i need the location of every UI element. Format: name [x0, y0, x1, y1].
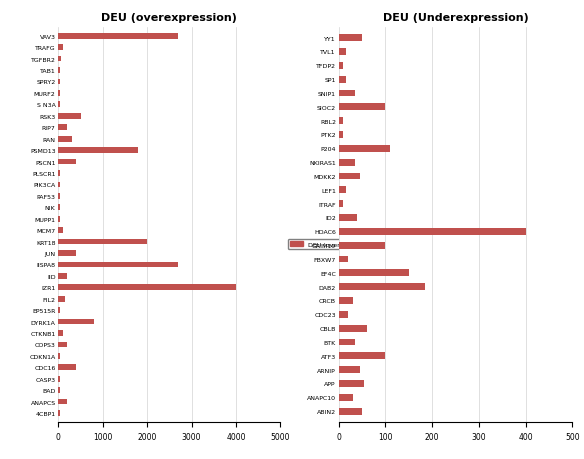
Bar	[58, 342, 67, 347]
Bar	[58, 182, 60, 188]
Bar	[58, 387, 60, 393]
Bar	[339, 366, 360, 373]
Bar	[58, 171, 60, 176]
Bar	[339, 380, 364, 387]
Bar	[58, 399, 67, 404]
Bar	[58, 102, 60, 108]
Bar	[339, 90, 355, 97]
Bar	[339, 408, 362, 414]
Bar	[339, 159, 355, 166]
Bar	[339, 256, 348, 263]
Bar	[339, 229, 526, 235]
Bar	[58, 228, 63, 234]
Bar	[58, 319, 94, 325]
Bar	[58, 262, 178, 268]
Bar	[339, 49, 346, 56]
Bar	[339, 63, 343, 70]
Bar	[339, 35, 362, 42]
Bar	[58, 410, 60, 416]
Bar	[58, 91, 60, 96]
Title: DEU (overexpression): DEU (overexpression)	[102, 13, 237, 22]
Bar	[339, 311, 348, 318]
Bar	[58, 136, 72, 142]
Bar	[339, 104, 385, 111]
Bar	[58, 205, 60, 211]
Legend: DEU (overexpression): DEU (overexpression)	[288, 240, 378, 250]
Bar	[339, 353, 385, 359]
Bar	[58, 79, 60, 85]
Bar	[339, 187, 346, 194]
Bar	[58, 194, 60, 199]
Bar	[58, 296, 65, 302]
Bar	[58, 251, 76, 256]
Bar	[58, 45, 63, 51]
Bar	[58, 308, 60, 313]
Bar	[58, 56, 61, 62]
Title: DEU (Underexpression): DEU (Underexpression)	[383, 13, 529, 22]
Bar	[58, 285, 236, 291]
Bar	[339, 77, 346, 84]
Bar	[58, 376, 60, 382]
Bar	[58, 239, 147, 245]
Bar	[58, 125, 67, 131]
Bar	[339, 394, 353, 401]
Bar	[339, 339, 355, 346]
Bar	[58, 34, 178, 39]
Bar	[339, 201, 343, 207]
Bar	[339, 118, 343, 125]
Bar	[58, 364, 76, 370]
Bar	[339, 325, 367, 332]
Bar	[339, 214, 357, 221]
Bar	[339, 132, 343, 139]
Bar	[339, 284, 425, 291]
Bar	[58, 216, 60, 222]
Bar	[339, 173, 360, 180]
Bar	[58, 353, 60, 359]
Bar	[58, 159, 76, 165]
Bar	[339, 146, 390, 152]
Bar	[58, 274, 67, 279]
Bar	[58, 114, 81, 119]
Bar	[339, 270, 409, 277]
Bar	[58, 330, 63, 336]
Bar	[58, 148, 138, 154]
Bar	[339, 242, 385, 249]
Bar	[339, 297, 353, 304]
Bar	[58, 68, 60, 74]
